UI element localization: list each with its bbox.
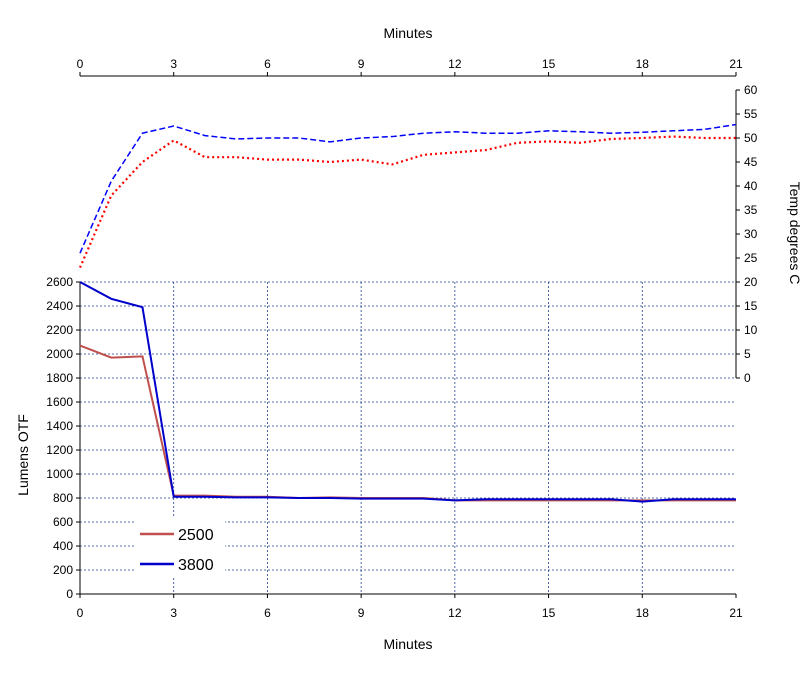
right-tick-label: 30 — [744, 227, 758, 241]
left-tick-label: 2200 — [46, 323, 73, 337]
bottom-tick-label: 9 — [358, 606, 365, 620]
left-tick-label: 1200 — [46, 443, 73, 457]
right-tick-label: 5 — [744, 347, 751, 361]
left-tick-label: 800 — [53, 491, 73, 505]
left-tick-label: 2400 — [46, 299, 73, 313]
x-axis-title-top: Minutes — [383, 25, 432, 41]
legend-background — [135, 518, 225, 576]
series-line-3800 — [79, 281, 736, 503]
top-tick-label: 0 — [77, 57, 84, 71]
tick-labels: 0200400600800100012001400160018002000220… — [46, 57, 757, 620]
axes — [76, 72, 740, 598]
left-tick-label: 1400 — [46, 419, 73, 433]
top-tick-label: 3 — [170, 57, 177, 71]
right-tick-label: 35 — [744, 203, 758, 217]
right-tick-label: 55 — [744, 107, 758, 121]
grid — [80, 281, 736, 594]
left-tick-label: 2600 — [46, 275, 73, 289]
top-tick-label: 21 — [729, 57, 743, 71]
left-tick-label: 0 — [66, 587, 73, 601]
right-tick-label: 45 — [744, 155, 758, 169]
bottom-tick-label: 18 — [636, 606, 650, 620]
series-line-2500 — [79, 344, 736, 502]
right-tick-label: 20 — [744, 275, 758, 289]
right-axis-title: Temp degrees C — [787, 182, 803, 285]
bottom-tick-label: 0 — [77, 606, 84, 620]
top-tick-label: 9 — [358, 57, 365, 71]
right-tick-label: 25 — [744, 251, 758, 265]
left-tick-label: 200 — [53, 563, 73, 577]
left-tick-label: 1600 — [46, 395, 73, 409]
temp-line-blue-dashed — [79, 123, 737, 254]
right-tick-label: 10 — [744, 323, 758, 337]
top-tick-label: 12 — [448, 57, 462, 71]
right-tick-label: 60 — [744, 83, 758, 97]
bottom-tick-label: 6 — [264, 606, 271, 620]
bottom-tick-label: 21 — [729, 606, 743, 620]
right-tick-label: 40 — [744, 179, 758, 193]
legend: 2500 3800 — [135, 518, 225, 576]
top-tick-label: 18 — [636, 57, 650, 71]
top-tick-label: 15 — [542, 57, 556, 71]
left-tick-label: 600 — [53, 515, 73, 529]
bottom-tick-label: 3 — [170, 606, 177, 620]
x-axis-title-bottom: Minutes — [383, 636, 432, 652]
left-tick-label: 2000 — [46, 347, 73, 361]
right-tick-label: 15 — [744, 299, 758, 313]
right-tick-label: 50 — [744, 131, 758, 145]
legend-label-2500: 2500 — [178, 527, 214, 544]
left-tick-label: 400 — [53, 539, 73, 553]
temp-line-red-dotted — [78, 135, 736, 269]
right-tick-label: 0 — [744, 371, 751, 385]
left-tick-label: 1000 — [46, 467, 73, 481]
bottom-tick-label: 12 — [448, 606, 462, 620]
legend-label-3800: 3800 — [178, 557, 214, 574]
top-tick-label: 6 — [264, 57, 271, 71]
series — [78, 123, 737, 503]
left-axis-title: Lumens OTF — [15, 414, 31, 496]
bottom-tick-label: 15 — [542, 606, 556, 620]
left-tick-label: 1800 — [46, 371, 73, 385]
